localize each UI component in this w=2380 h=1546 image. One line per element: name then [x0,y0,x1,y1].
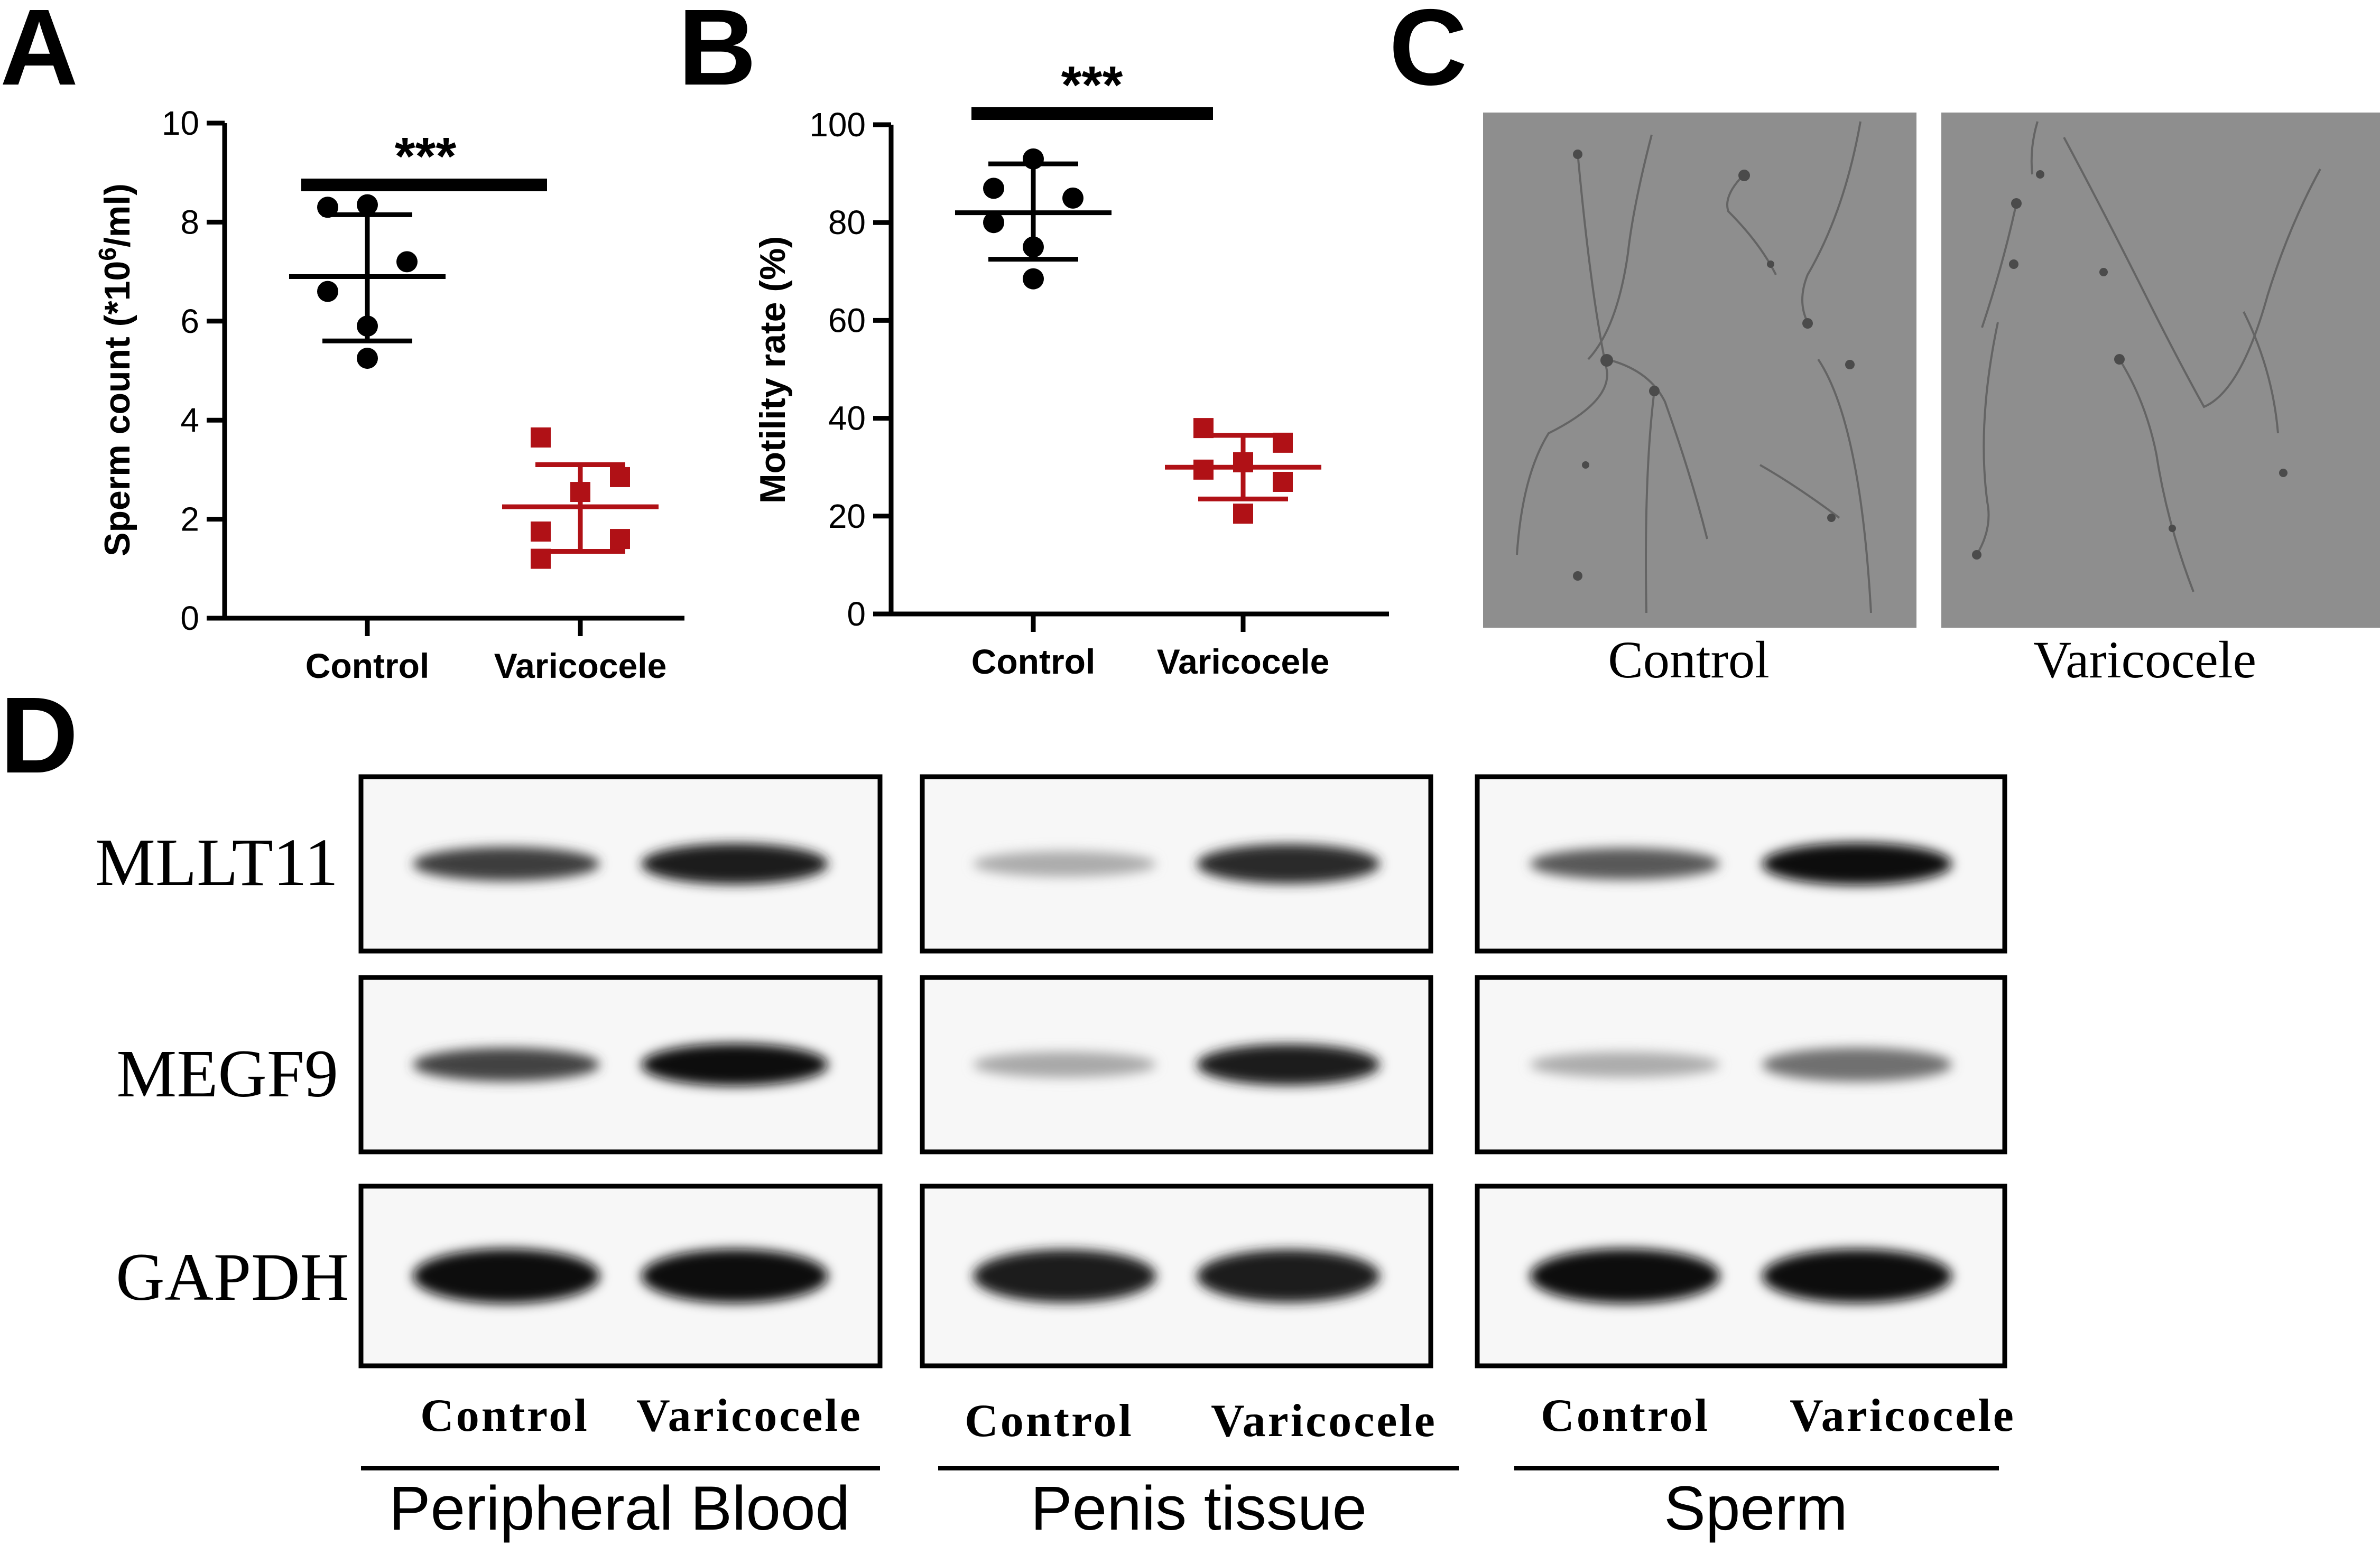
point-b-varicocele-1 [1273,432,1293,453]
band-peripheral-blood-gapdh-control [413,1249,600,1303]
chart-sperm-count: Sperm count (*106/ml) 0 2 4 6 8 10 *** Contro… [94,104,684,685]
lane-label-penis-control: Control [965,1395,1134,1447]
band-sperm-gapdh-varicocele [1762,1249,1952,1303]
micrograph-label-control: Control [1608,630,1770,689]
group-label-sperm: Sperm [1664,1474,1848,1543]
panel-label-d: D [0,675,78,796]
panel-label-a: A [0,0,78,108]
point-a-control-2 [396,251,418,273]
band-sperm-megf9-control [1530,1051,1720,1078]
point-a-varicocele-5 [531,548,551,569]
lane-label-penis-varicocele: Varicocele [1211,1395,1437,1447]
y-tick-label-a-2: 4 [180,401,199,439]
protein-label-megf9: MEGF9 [116,1036,338,1111]
y-tick-label-b-0: 0 [847,595,866,633]
band-peripheral-blood-megf9-varicocele [641,1043,828,1086]
point-a-control-0 [357,194,378,216]
x-tick-label-varicocele-a: Varicocele [494,646,667,685]
y-tick-label-b-4: 80 [828,203,866,241]
point-b-varicocele-4 [1273,471,1293,492]
panel-label-c: C [1389,0,1467,108]
point-b-control-4 [1023,236,1044,258]
band-peripheral-blood-mllt11-varicocele [641,843,828,884]
y-tick-label-b-1: 20 [828,497,866,535]
band-sperm-gapdh-control [1530,1249,1720,1303]
point-b-control-2 [1062,187,1083,209]
point-a-control-4 [357,315,378,337]
band-peripheral-blood-megf9-control [413,1048,600,1082]
y-tick-label-b-5: 100 [809,106,866,144]
lane-label-sperm-control: Control [1541,1390,1710,1441]
x-tick-label-control-a: Control [305,646,430,685]
band-penis-tissue-megf9-control [973,1051,1156,1078]
y-tick-label-a-5: 10 [162,104,199,142]
point-a-control-3 [317,281,338,302]
point-b-varicocele-5 [1233,504,1253,524]
point-a-control-1 [317,197,338,218]
y-tick-label-a-3: 6 [180,302,199,340]
micrograph-control [1483,113,1916,628]
group-label-peripheral-blood: Peripheral Blood [389,1474,850,1543]
point-a-varicocele-2 [570,482,590,502]
band-penis-tissue-mllt11-varicocele [1197,844,1380,884]
lane-label-sperm-varicocele: Varicocele [1790,1390,2016,1441]
lane-label-blood-control: Control [420,1390,589,1441]
band-sperm-mllt11-varicocele [1762,842,1952,886]
point-b-control-3 [983,212,1004,234]
band-sperm-mllt11-control [1530,847,1720,880]
point-a-varicocele-1 [610,467,630,487]
panel-label-b: B [678,0,756,108]
point-b-control-5 [1023,268,1044,290]
band-penis-tissue-gapdh-varicocele [1197,1249,1380,1303]
significance-label-b: *** [1061,55,1123,115]
point-a-control-5 [357,348,378,369]
point-b-varicocele-0 [1193,418,1214,439]
point-a-varicocele-4 [610,529,630,550]
protein-label-mllt11: MLLT11 [95,825,338,900]
x-tick-label-varicocele-b: Varicocele [1157,642,1330,681]
band-penis-tissue-megf9-varicocele [1197,1044,1380,1086]
x-tick-label-control-b: Control [971,642,1096,681]
point-b-varicocele-2 [1233,452,1253,472]
y-tick-label-a-0: 0 [180,599,199,637]
point-b-varicocele-3 [1193,459,1214,480]
point-b-control-1 [983,178,1004,199]
y-axis-label-a: Sperm count (*106/ml) [94,183,137,556]
micrograph-varicocele [1941,113,2380,628]
y-axis-label-b: Motility rate (%) [753,236,793,504]
band-peripheral-blood-gapdh-varicocele [641,1249,828,1303]
band-sperm-megf9-varicocele [1762,1047,1952,1082]
point-b-control-0 [1023,148,1044,170]
y-tick-label-a-1: 2 [180,500,199,538]
chart-motility-rate: Motility rate (%) 0 20 40 60 80 100 *** Contr… [753,55,1389,681]
point-a-varicocele-0 [531,427,551,448]
lane-label-blood-varicocele: Varicocele [636,1390,863,1441]
y-tick-label-b-2: 40 [828,399,866,437]
band-penis-tissue-mllt11-control [973,851,1156,877]
y-tick-label-a-4: 8 [180,203,199,241]
point-a-varicocele-3 [531,521,551,542]
y-tick-label-b-3: 60 [828,301,866,339]
band-penis-tissue-gapdh-control [973,1249,1156,1303]
group-label-penis-tissue: Penis tissue [1031,1474,1367,1543]
band-peripheral-blood-mllt11-control [413,846,600,881]
micrograph-label-varicocele: Varicocele [2033,630,2256,689]
protein-label-gapdh: GAPDH [116,1240,349,1315]
significance-label-a: *** [395,127,457,186]
